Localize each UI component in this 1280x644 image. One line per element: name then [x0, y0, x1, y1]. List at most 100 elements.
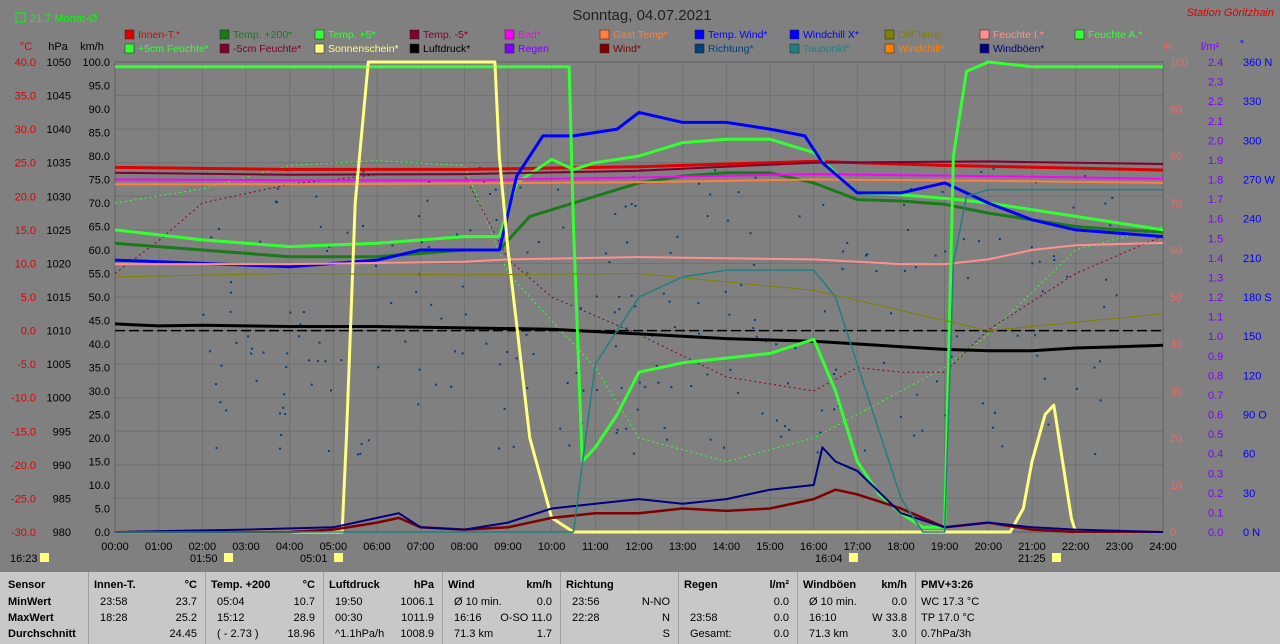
richtung-point [992, 167, 995, 170]
stat-avg-value: 1.7 [536, 628, 552, 640]
richtung-point [283, 393, 286, 396]
richtung-point [450, 385, 453, 388]
lm2-tick-label: 0.8 [1208, 370, 1223, 382]
x-tick-label: 21:00 [1018, 541, 1046, 553]
stat-unit: hPa [413, 579, 434, 591]
pct-tick-label: 80 [1170, 151, 1182, 163]
richtung-point [620, 386, 623, 389]
richtung-point [714, 169, 717, 172]
richtung-point [428, 181, 431, 184]
richtung-point [461, 352, 464, 355]
lm2-tick-label: 0.7 [1208, 390, 1223, 402]
deg-tick-label: 90 O [1243, 410, 1267, 422]
richtung-point [655, 364, 658, 367]
richtung-point [934, 254, 937, 257]
legend-label: Bad* [518, 29, 541, 41]
richtung-point [634, 305, 637, 308]
row-labels: Sensor MinWert MaxWert Durchschnitt [0, 572, 89, 644]
legend-label: Windchill X* [803, 29, 859, 41]
series-line [114, 446, 1164, 533]
kmh-tick-label: 30.0 [89, 386, 110, 398]
stat-avg-label: ^1.1hPa/h [335, 628, 385, 640]
stat-max-time: 00:30 [335, 612, 363, 624]
richtung-point [615, 345, 617, 348]
richtung-point [890, 312, 892, 315]
pct-tick-label: 10 [1170, 480, 1182, 492]
hpa-tick-label: 1030 [47, 191, 71, 203]
hpa-tick-label: 1000 [47, 393, 71, 405]
legend-label: Innen-T.* [138, 29, 180, 41]
stat-header: Windböen [803, 579, 857, 591]
richtung-point [784, 425, 786, 428]
richtung-point [863, 449, 866, 452]
deg-tick-label: 60 [1243, 449, 1255, 461]
richtung-point [613, 311, 616, 314]
stat-header: Richtung [566, 579, 614, 591]
richtung-point [495, 219, 498, 221]
richtung-point [904, 269, 906, 272]
kmh-tick-label: 90.0 [89, 104, 110, 116]
richtung-point [324, 360, 327, 363]
series-layer [114, 60, 1164, 534]
richtung-point [1016, 334, 1019, 337]
unit-lm2: l/m² [1201, 41, 1220, 53]
richtung-point [998, 238, 1001, 240]
kmh-tick-label: 65.0 [89, 222, 110, 234]
richtung-point [875, 270, 878, 273]
x-tick-label: 22:00 [1062, 541, 1090, 553]
richtung-point [1093, 366, 1096, 369]
x-tick-label: 03:00 [232, 541, 260, 553]
richtung-point [1066, 275, 1069, 278]
series-line [115, 241, 1164, 266]
lm2-tick-label: 1.5 [1208, 233, 1223, 245]
richtung-point [420, 241, 423, 244]
richtung-point [1104, 202, 1107, 205]
kmh-tick-label: 70.0 [89, 198, 110, 210]
hpa-tick-label: 995 [53, 426, 71, 438]
stat-max-time: 22:28 [572, 612, 600, 624]
stat-max-time: 16:16 [454, 612, 482, 624]
richtung-point [1001, 445, 1004, 448]
kmh-tick-label: 45.0 [89, 316, 110, 328]
legend-label: Gast Temp* [613, 29, 668, 41]
richtung-point [579, 307, 582, 310]
hpa-tick-label: 990 [53, 460, 71, 472]
richtung-point [247, 335, 250, 338]
richtung-point [285, 366, 288, 368]
richtung-point [461, 285, 464, 288]
c-tick-label: -10.0 [11, 393, 36, 405]
richtung-point [668, 300, 671, 303]
richtung-point [377, 366, 380, 369]
x-tick-label: 16:00 [800, 541, 828, 553]
series-line [114, 159, 1164, 172]
richtung-point [1047, 423, 1050, 426]
stat-max-time: 15:12 [217, 612, 245, 624]
legend-label: Temp. +200* [233, 29, 292, 41]
stat-column: Luftdruck hPa 19:50 1006.1 00:30 1011.9 ^1.1hP… [323, 572, 443, 644]
richtung-point [230, 281, 232, 284]
stats-table: Sensor MinWert MaxWert Durchschnitt Innen-T.… [0, 572, 1280, 644]
legend-label: +5cm Feuchte* [138, 43, 209, 55]
legend-label: Temp. Wind* [708, 29, 768, 41]
richtung-point [440, 317, 443, 320]
lm2-tick-label: 0.4 [1208, 449, 1223, 461]
richtung-point [359, 452, 362, 455]
richtung-point [537, 241, 540, 244]
richtung-point [1031, 262, 1034, 265]
x-tick-label: 01:00 [145, 541, 173, 553]
c-tick-label: -15.0 [11, 426, 36, 438]
x-tick-label: 00:00 [101, 541, 129, 553]
richtung-point [1111, 197, 1114, 199]
richtung-point [367, 439, 370, 442]
stat-header: Innen-T. [94, 579, 136, 591]
deg-tick-label: 0 N [1243, 527, 1260, 539]
richtung-point [526, 387, 529, 390]
lm2-tick-label: 2.1 [1208, 116, 1223, 128]
richtung-point [882, 361, 885, 364]
pct-tick-label: 0 [1170, 527, 1176, 539]
richtung-point [526, 251, 529, 254]
legend-swatch [789, 43, 800, 54]
richtung-point [426, 199, 429, 202]
deg-tick-label: 240 [1243, 214, 1261, 226]
richtung-point [776, 419, 778, 422]
